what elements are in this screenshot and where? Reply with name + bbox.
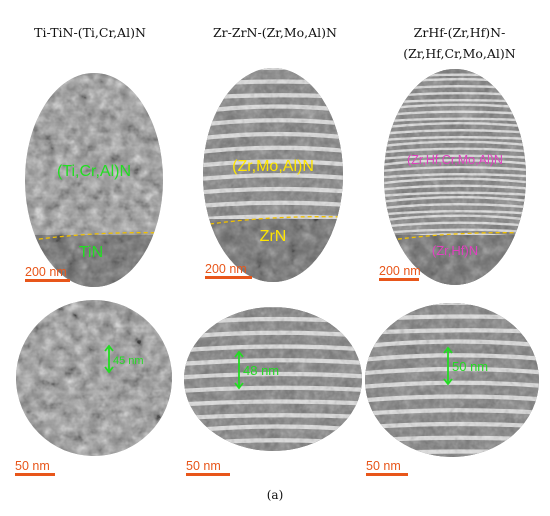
tem-panel-bottom-1 bbox=[16, 300, 172, 456]
tem-panel-bottom-3 bbox=[365, 303, 539, 457]
scale-bar-bottom-2-bar bbox=[186, 473, 230, 476]
scale-bar-top-3-label: 200 nm bbox=[379, 264, 421, 278]
tem-panel-top-3 bbox=[384, 69, 526, 285]
scale-bar-top-3-bar bbox=[379, 278, 419, 281]
scale-bar-top-1-bar bbox=[25, 279, 70, 282]
tem-panel-bottom-2 bbox=[184, 307, 362, 451]
tem-panel-top-1 bbox=[25, 73, 163, 287]
header-col-2-text: Zr-ZrN-(Zr,Mo,Al)N bbox=[213, 25, 337, 40]
header-col-3-line-2: (Zr,Hf,Cr,Mo,Al)N bbox=[403, 46, 516, 61]
interface-line bbox=[203, 216, 343, 226]
thickness-label: 50 nm bbox=[452, 359, 488, 374]
coating-label: (Zr,Mo,Al)N bbox=[232, 158, 314, 175]
substrate-label: TiN bbox=[79, 244, 103, 261]
arrow-head-top bbox=[234, 350, 244, 358]
thickness-label: 48 nm bbox=[243, 363, 279, 378]
arrow-head-bottom bbox=[234, 382, 244, 390]
scale-bar-bottom-2-label: 50 nm bbox=[186, 459, 221, 473]
scale-bar-bottom-3-bar bbox=[366, 473, 408, 476]
scale-bar-bottom-1-label: 50 nm bbox=[15, 459, 50, 473]
coating-label: (Ti,Cr,Al)N bbox=[57, 163, 131, 180]
substrate-label: ZrN bbox=[260, 228, 287, 245]
substrate-label: (Zr,Hf)N bbox=[432, 243, 478, 258]
scale-bar-bottom-1-bar bbox=[15, 473, 55, 476]
thickness-label: 45 nm bbox=[113, 355, 144, 367]
arrow-head-top bbox=[443, 346, 453, 354]
header-col-1: Ti-TiN-(Ti,Cr,Al)N bbox=[10, 22, 170, 43]
arrow-head-bottom bbox=[443, 378, 453, 386]
interface-line bbox=[25, 232, 163, 242]
header-col-3-line-1: ZrHf-(Zr,Hf)N- bbox=[413, 25, 506, 40]
figure-caption: (a) bbox=[266, 488, 284, 502]
scale-bar-top-2-bar bbox=[205, 276, 252, 279]
header-col-1-text: Ti-TiN-(Ti,Cr,Al)N bbox=[34, 25, 146, 40]
arrow-head-bottom bbox=[104, 366, 114, 374]
header-col-2: Zr-ZrN-(Zr,Mo,Al)N bbox=[190, 22, 360, 43]
scale-bar-top-2-label: 200 nm bbox=[205, 262, 247, 276]
header-col-3: ZrHf-(Zr,Hf)N- (Zr,Hf,Cr,Mo,Al)N bbox=[372, 22, 547, 64]
interface-line bbox=[384, 232, 526, 242]
scale-bar-bottom-3-label: 50 nm bbox=[366, 459, 401, 473]
coating-label: (Zr,Hf,Cr,Mo,Al)N bbox=[407, 153, 503, 167]
arrow-head-top bbox=[104, 344, 114, 352]
scale-bar-top-1-label: 200 nm bbox=[25, 265, 67, 279]
